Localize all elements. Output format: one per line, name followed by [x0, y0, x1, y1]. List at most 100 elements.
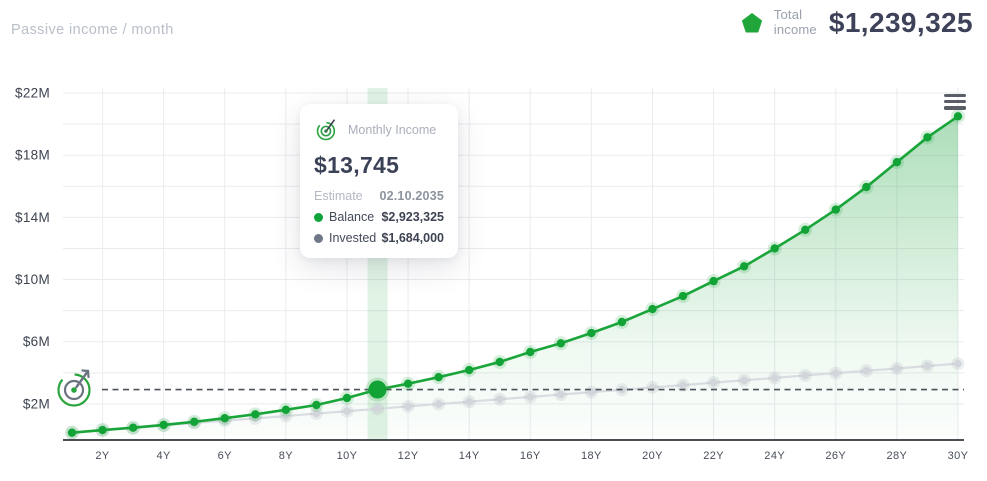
- chart-menu-icon[interactable]: [944, 94, 966, 113]
- balance-point: [98, 425, 107, 435]
- balance-point: [220, 414, 229, 423]
- balance-point: [587, 328, 596, 338]
- invested-point: [893, 364, 901, 373]
- balance-point: [190, 417, 199, 426]
- balance-point: [831, 205, 840, 214]
- estimate-label: Estimate: [314, 189, 363, 203]
- pentagon-icon: [741, 13, 762, 33]
- svg-text:30Y: 30Y: [948, 450, 969, 462]
- invested-point: [312, 409, 321, 418]
- balance-dot-icon: [314, 212, 323, 222]
- svg-text:2Y: 2Y: [95, 450, 110, 462]
- target-icon[interactable]: [52, 364, 100, 412]
- balance-point: [709, 276, 718, 286]
- svg-text:6Y: 6Y: [218, 450, 233, 462]
- invested-point: [343, 407, 351, 416]
- invested-point: [465, 397, 473, 406]
- tooltip-balance-row: Balance $2,923,325: [314, 210, 444, 224]
- svg-text:$6M: $6M: [23, 334, 50, 349]
- balance-point: [128, 423, 138, 432]
- total-income-value: $1,239,325: [828, 7, 973, 38]
- balance-point: [648, 304, 657, 314]
- invested-dot-icon: [314, 233, 323, 243]
- svg-text:12Y: 12Y: [398, 450, 419, 462]
- svg-text:18Y: 18Y: [581, 450, 602, 462]
- chart-tooltip: Monthly Income $13,745 Estimate 02.10.20…: [300, 104, 458, 258]
- svg-text:10Y: 10Y: [337, 450, 358, 462]
- tooltip-invested-row: Invested $1,684,000: [314, 231, 444, 245]
- invested-value: $1,684,000: [381, 231, 444, 245]
- balance-point: [464, 365, 474, 375]
- balance-point: [892, 157, 902, 167]
- balance-points[interactable]: [65, 109, 965, 440]
- balance-point: [159, 420, 168, 430]
- svg-text:22Y: 22Y: [703, 450, 724, 462]
- balance-point: [403, 379, 413, 388]
- tooltip-amount: $13,745: [314, 152, 400, 178]
- svg-text:$22M: $22M: [15, 86, 50, 101]
- balance-point: [617, 317, 627, 327]
- balance-point: [434, 372, 443, 382]
- invested-point: [404, 402, 412, 411]
- total-income-summary: Total income $1,239,325: [741, 7, 973, 39]
- svg-text:$18M: $18M: [15, 148, 50, 163]
- monthly-income-target-icon: [316, 119, 336, 141]
- balance-point: [67, 428, 77, 437]
- svg-text:28Y: 28Y: [887, 450, 908, 462]
- invested-point: [801, 371, 810, 380]
- balance-point: [251, 410, 260, 419]
- page-title: Passive income / month: [11, 22, 174, 38]
- svg-text:$10M: $10M: [15, 272, 50, 287]
- svg-text:14Y: 14Y: [459, 450, 480, 462]
- balance-point: [312, 400, 321, 410]
- svg-text:24Y: 24Y: [764, 450, 785, 462]
- invested-point: [679, 381, 687, 389]
- invested-point: [831, 369, 840, 377]
- svg-text:8Y: 8Y: [279, 450, 294, 462]
- balance-point: [862, 182, 871, 192]
- balance-area: [72, 116, 958, 436]
- svg-text:$2M: $2M: [23, 396, 50, 411]
- invested-point: [740, 376, 748, 385]
- invested-point: [557, 390, 565, 399]
- balance-point: [526, 347, 535, 357]
- balance-point: [678, 291, 688, 301]
- balance-point: [801, 225, 810, 235]
- invested-point: [709, 378, 718, 387]
- invested-point: [434, 400, 443, 408]
- balance-point: [739, 262, 749, 271]
- tooltip-title: Monthly Income: [348, 123, 437, 137]
- total-income-label: Total income: [773, 7, 817, 37]
- svg-text:20Y: 20Y: [642, 450, 663, 462]
- invested-point: [923, 362, 932, 370]
- balance-point: [281, 405, 291, 415]
- balance-point: [953, 112, 963, 121]
- invested-point: [373, 405, 382, 413]
- x-axis-labels: 2Y 4Y 6Y 8Y 10Y 12Y 14Y 16Y 18Y 20Y 22Y 24Y 26Y 28Y 30…: [95, 450, 968, 462]
- invested-point: [954, 359, 962, 368]
- balance-label: Balance: [329, 210, 375, 224]
- balance-point: [923, 133, 932, 142]
- invested-point: [862, 366, 871, 375]
- svg-text:16Y: 16Y: [520, 450, 541, 462]
- invested-line: [71, 362, 959, 434]
- invested-label: Invested: [329, 231, 377, 245]
- invested-point: [770, 374, 779, 382]
- balance-value: $2,923,325: [381, 210, 444, 224]
- svg-text:26Y: 26Y: [825, 450, 846, 462]
- selected-point[interactable]: [368, 380, 387, 399]
- balance-point: [342, 393, 352, 403]
- invested-point: [526, 393, 535, 401]
- balance-point: [556, 339, 566, 348]
- svg-text:$14M: $14M: [15, 210, 50, 225]
- y-axis-labels: $2M $6M $10M $14M $18M $22M: [15, 86, 50, 412]
- tooltip-header: Monthly Income: [314, 117, 444, 143]
- balance-point: [495, 357, 504, 367]
- invested-point: [495, 395, 504, 404]
- balance-point: [770, 244, 779, 253]
- invested-point: [282, 412, 290, 420]
- tooltip-estimate-row: Estimate 02.10.2035: [314, 189, 444, 203]
- estimate-date: 02.10.2035: [379, 189, 444, 203]
- svg-text:4Y: 4Y: [157, 450, 172, 462]
